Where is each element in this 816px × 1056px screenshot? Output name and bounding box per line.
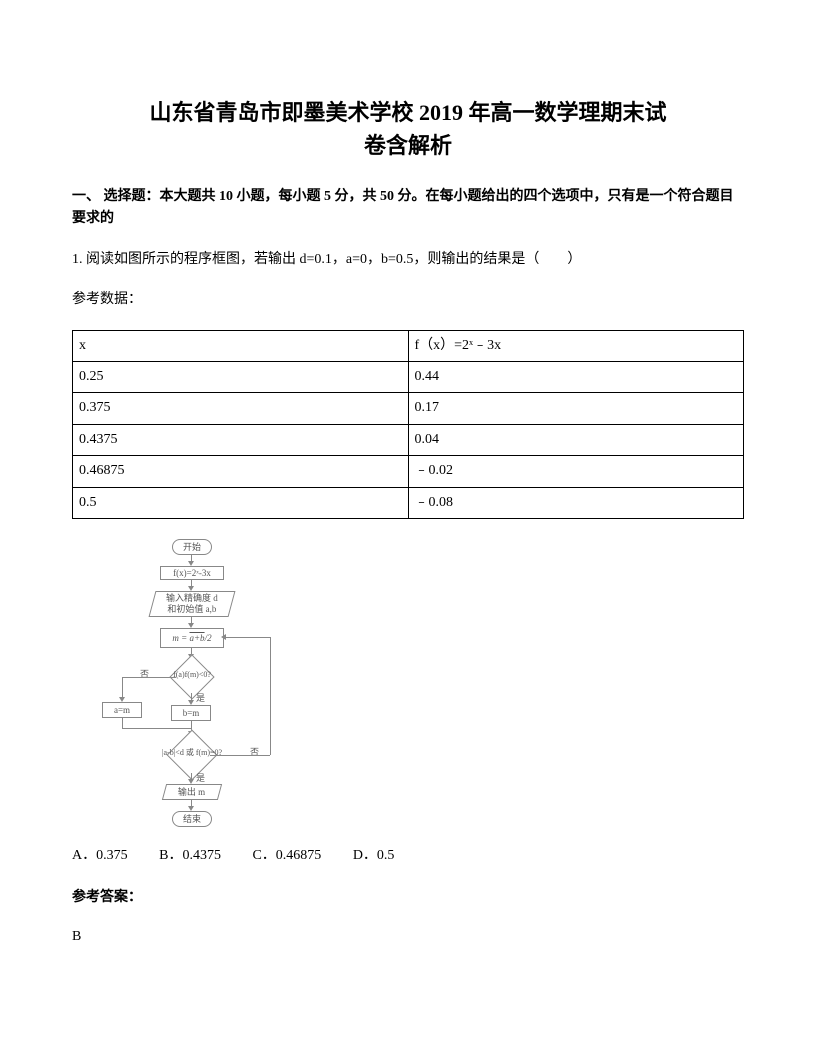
fc-label-no2: 否 bbox=[250, 745, 259, 759]
data-table: x f（x）=2ˣ﹣3x 0.25 0.44 0.375 0.17 0.4375… bbox=[72, 330, 744, 519]
fc-cond1: f(a)f(m)<0? bbox=[160, 671, 224, 680]
table-row: x f（x）=2ˣ﹣3x bbox=[73, 330, 744, 361]
table-row: 0.25 0.44 bbox=[73, 361, 744, 392]
fc-input: 输入精确度 d 和初始值 a,b bbox=[149, 591, 236, 617]
fc-start: 开始 bbox=[172, 539, 212, 555]
option-a: A．0.375 bbox=[72, 848, 128, 863]
fc-output: 输出 m bbox=[162, 784, 222, 800]
answer-options: A．0.375 B．0.4375 C．0.46875 D．0.5 bbox=[72, 845, 744, 867]
table-row: 0.4375 0.04 bbox=[73, 424, 744, 455]
table-cell: 0.375 bbox=[73, 393, 409, 424]
table-header-left: x bbox=[73, 330, 409, 361]
table-cell: 0.5 bbox=[73, 487, 409, 518]
table-cell: 0.17 bbox=[408, 393, 744, 424]
section-heading: 一、 选择题：本大题共 10 小题，每小题 5 分，共 50 分。在每小题给出的… bbox=[72, 186, 744, 231]
option-d: D．0.5 bbox=[353, 848, 395, 863]
title-line-2: 卷含解析 bbox=[364, 133, 452, 158]
fc-label-yes1: 是 bbox=[196, 691, 205, 705]
question-text: 1. 阅读如图所示的程序框图，若输出 d=0.1，a=0，b=0.5，则输出的结… bbox=[72, 249, 744, 271]
table-header-right: f（x）=2ˣ﹣3x bbox=[408, 330, 744, 361]
answer-value: B bbox=[72, 926, 744, 948]
table-row: 0.46875 ﹣0.02 bbox=[73, 456, 744, 487]
table-row: 0.5 ﹣0.08 bbox=[73, 487, 744, 518]
table-cell: 0.4375 bbox=[73, 424, 409, 455]
fc-calc-m: m = a+b/2 bbox=[160, 628, 224, 648]
table-cell: 0.46875 bbox=[73, 456, 409, 487]
fc-end: 结束 bbox=[172, 811, 212, 827]
table-cell: 0.25 bbox=[73, 361, 409, 392]
table-cell: ﹣0.02 bbox=[408, 456, 744, 487]
flowchart-diagram: 开始 f(x)=2ˣ-3x 输入精确度 d 和初始值 a,b m = a+b/2… bbox=[82, 539, 312, 829]
fc-cond2: |a-b|<d 或 f(m)=0? bbox=[144, 749, 240, 758]
answer-heading: 参考答案： bbox=[72, 887, 744, 909]
option-b: B．0.4375 bbox=[159, 848, 221, 863]
table-cell: 0.04 bbox=[408, 424, 744, 455]
title-line-1: 山东省青岛市即墨美术学校 2019 年高一数学理期末试 bbox=[149, 100, 666, 125]
fc-label-no: 否 bbox=[140, 667, 149, 681]
page-title: 山东省青岛市即墨美术学校 2019 年高一数学理期末试 卷含解析 bbox=[72, 96, 744, 162]
table-cell: ﹣0.08 bbox=[408, 487, 744, 518]
table-row: 0.375 0.17 bbox=[73, 393, 744, 424]
fc-func: f(x)=2ˣ-3x bbox=[160, 566, 224, 580]
table-cell: 0.44 bbox=[408, 361, 744, 392]
fc-assign-b: b=m bbox=[171, 705, 211, 721]
reference-label: 参考数据： bbox=[72, 289, 744, 311]
option-c: C．0.46875 bbox=[252, 848, 321, 863]
fc-assign-a: a=m bbox=[102, 702, 142, 718]
